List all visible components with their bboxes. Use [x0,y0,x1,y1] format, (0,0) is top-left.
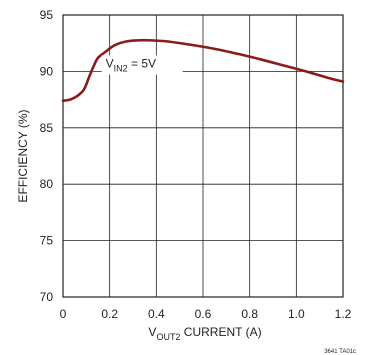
plot-frame [62,14,344,298]
y-tick-label: 90 [40,64,54,78]
series-annotation: VIN2 = 5V [106,57,156,74]
x-tick-label: 0 [60,307,67,321]
x-tick-label: 1.2 [335,307,352,321]
y-tick-label: 70 [40,290,54,304]
y-tick-label: 95 [40,8,54,22]
y-tick-label: 80 [40,177,54,191]
x-tick-label: 1.0 [288,307,305,321]
y-tick-label: 75 [40,234,54,248]
x-tick-label: 0.4 [148,307,165,321]
y-tick-labels: 95 90 85 80 75 70 [40,8,54,304]
x-tick-label: 0.6 [195,307,212,321]
y-tick-label: 85 [40,121,54,135]
figure-reference: 3641 TA01c [324,349,356,355]
x-tick-label: 0.8 [241,307,258,321]
series-line [61,38,345,103]
y-axis-label: EFFICIENCY (%) [16,109,30,202]
x-tick-labels: 0 0.2 0.4 0.6 0.8 1.0 1.2 [60,307,352,321]
x-tick-label: 0.2 [101,307,118,321]
annotation-background [101,55,183,75]
x-axis-label: VOUT2 CURRENT (A) [148,325,261,342]
